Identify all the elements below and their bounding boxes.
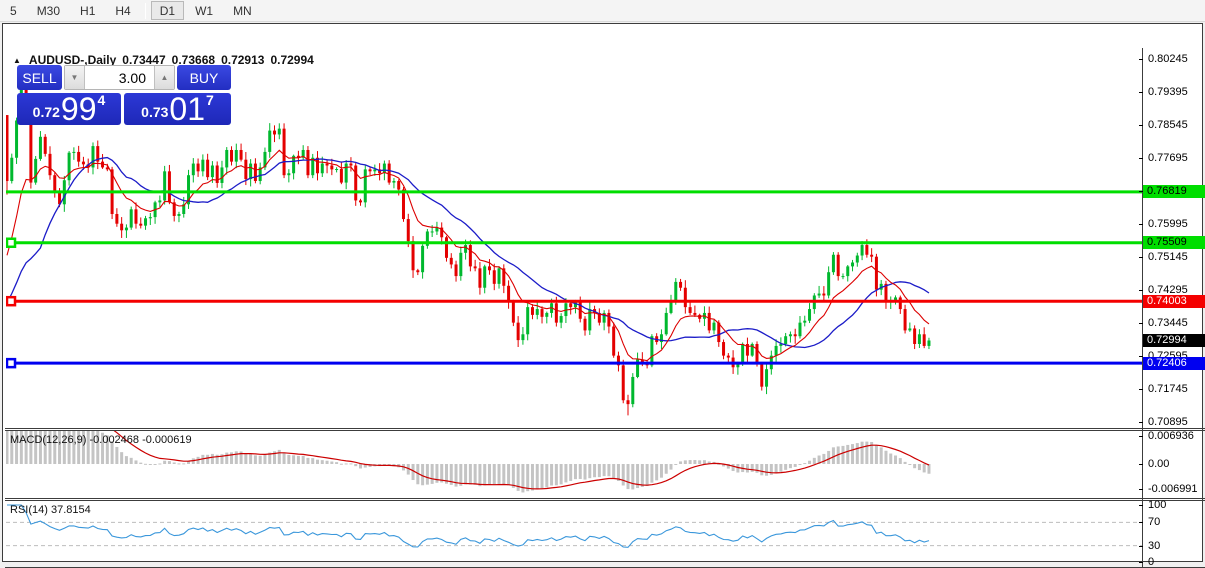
pane-splitter-rsi-inner [5, 500, 1205, 501]
bid-price-display[interactable]: 0.72 99 4 [17, 91, 121, 127]
price-tick-mark [1139, 522, 1143, 524]
price-tick-label: 0.75995 [1148, 217, 1188, 230]
horizontal-levels-layer[interactable] [6, 190, 1142, 369]
price-tick-mark [1139, 421, 1143, 423]
bid-prefix: 0.72 [32, 104, 60, 120]
sell-button[interactable]: SELL [17, 65, 62, 90]
price-tick-label: 0.75145 [1148, 250, 1188, 263]
pane-splitter-macd-inner [5, 430, 1205, 431]
price-tick-label: 0.006936 [1148, 430, 1194, 442]
price-tick-mark [1139, 289, 1143, 291]
pane-splitter-macd[interactable] [5, 428, 1205, 429]
price-tick-label: 0.73445 [1148, 316, 1188, 329]
level-price-chip: 0.76819 [1143, 185, 1205, 199]
ask-big-digits: 01 [169, 91, 206, 127]
chart-window: ▲ AUDUSD-,Daily 0.73447 0.73668 0.72913 … [2, 23, 1205, 568]
toolbar-separator [144, 2, 146, 19]
one-click-trading-panel: SELL ▼ 3.00 ▲ BUY 0.72 99 4 0.73 01 7 [17, 65, 231, 125]
buy-button[interactable]: BUY [177, 65, 231, 90]
rsi-label: RSI(14) 37.8154 [10, 504, 91, 516]
current-price-chip: 0.72994 [1143, 333, 1205, 347]
price-tick-mark [1139, 256, 1143, 258]
price-tick-mark [1139, 388, 1143, 390]
price-tick-mark [1139, 59, 1143, 60]
ask-pipette: 7 [206, 92, 214, 108]
rsi-line [7, 504, 930, 548]
ohlc-close: 0.72994 [270, 53, 314, 67]
ask-prefix: 0.73 [141, 104, 169, 120]
macd-label: MACD(12,26,9) -0.002468 -0.000619 [10, 434, 192, 446]
period-button-w1[interactable]: W1 [195, 3, 214, 18]
symbol-period-label: AUDUSD-,Daily [28, 53, 117, 67]
rsi-indicator-chart[interactable] [6, 501, 1142, 567]
ohlc-open: 0.73447 [122, 53, 166, 67]
price-tick-mark [1139, 91, 1143, 93]
chart-title-bar: ▲ AUDUSD-,Daily 0.73447 0.73668 0.72913 … [13, 53, 314, 67]
macd-signal-line [113, 431, 930, 490]
price-tick-label: 30 [1148, 539, 1161, 552]
period-button-mn[interactable]: MN [233, 3, 252, 18]
price-tick-label: 0.70895 [1148, 415, 1188, 428]
period-button-d1[interactable]: D1 [150, 1, 185, 20]
price-tick-mark [1139, 190, 1143, 192]
collapse-chart-icon[interactable]: ▲ [13, 55, 21, 65]
volume-decrease-icon[interactable]: ▼ [65, 66, 85, 89]
period-toolbar: 5 M30 H1 H4 D1 W1 MN [0, 0, 1205, 22]
price-tick-label: -0.006991 [1148, 483, 1198, 495]
price-axis-line [1142, 48, 1143, 568]
macd-indicator-chart[interactable] [6, 431, 1142, 498]
price-tick-label: 0.74295 [1148, 283, 1188, 296]
volume-input[interactable]: 3.00 [85, 66, 154, 89]
bid-big-digits: 99 [60, 91, 97, 127]
price-axis[interactable]: 0.802450.793950.785450.776950.768450.759… [1139, 48, 1205, 568]
volume-increase-icon[interactable]: ▲ [154, 66, 174, 89]
period-button-h4[interactable]: H4 [115, 3, 131, 18]
ohlc-low: 0.72913 [221, 53, 265, 67]
price-tick-label: 0.00 [1148, 458, 1170, 470]
price-tick-mark [1139, 436, 1143, 437]
ask-price-display[interactable]: 0.73 01 7 [124, 91, 231, 127]
price-tick-label: 0.77695 [1148, 151, 1188, 164]
macd-signal-value: -0.000619 [142, 434, 192, 446]
rsi-value: 37.8154 [50, 504, 91, 516]
macd-value: -0.002468 [89, 434, 140, 446]
price-tick-label: 0.78545 [1148, 118, 1188, 131]
level-price-chip: 0.74003 [1143, 294, 1205, 308]
level-price-chip: 0.72406 [1143, 356, 1205, 370]
price-tick-mark [1139, 355, 1143, 357]
price-tick-label: 0.71745 [1148, 382, 1188, 395]
price-tick-mark [1139, 545, 1143, 547]
price-tick-mark [1139, 562, 1143, 563]
price-tick-mark [1139, 464, 1143, 465]
period-button-5[interactable]: 5 [10, 3, 17, 18]
ohlc-high: 0.73668 [171, 53, 216, 67]
price-tick-label: 100 [1148, 499, 1167, 511]
price-tick-mark [1139, 505, 1143, 506]
price-tick-label: 0 [1148, 556, 1155, 568]
price-tick-mark [1139, 223, 1143, 225]
price-tick-mark [1139, 322, 1143, 324]
volume-spinner: ▼ 3.00 ▲ [64, 65, 175, 90]
price-tick-mark [1139, 489, 1143, 490]
bid-pipette: 4 [97, 92, 106, 108]
price-tick-mark [1139, 124, 1143, 126]
price-tick-label: 0.80245 [1148, 53, 1188, 65]
level-price-chip: 0.75509 [1143, 236, 1205, 250]
pane-splitter-rsi[interactable] [5, 498, 1205, 499]
moving-averages-layer [6, 149, 930, 362]
macd-histogram [6, 431, 931, 493]
price-tick-label: 0.79395 [1148, 85, 1188, 98]
price-tick-label: 70 [1148, 516, 1161, 529]
period-button-m30[interactable]: M30 [36, 3, 61, 18]
period-button-h1[interactable]: H1 [80, 3, 96, 18]
price-tick-mark [1139, 157, 1143, 159]
